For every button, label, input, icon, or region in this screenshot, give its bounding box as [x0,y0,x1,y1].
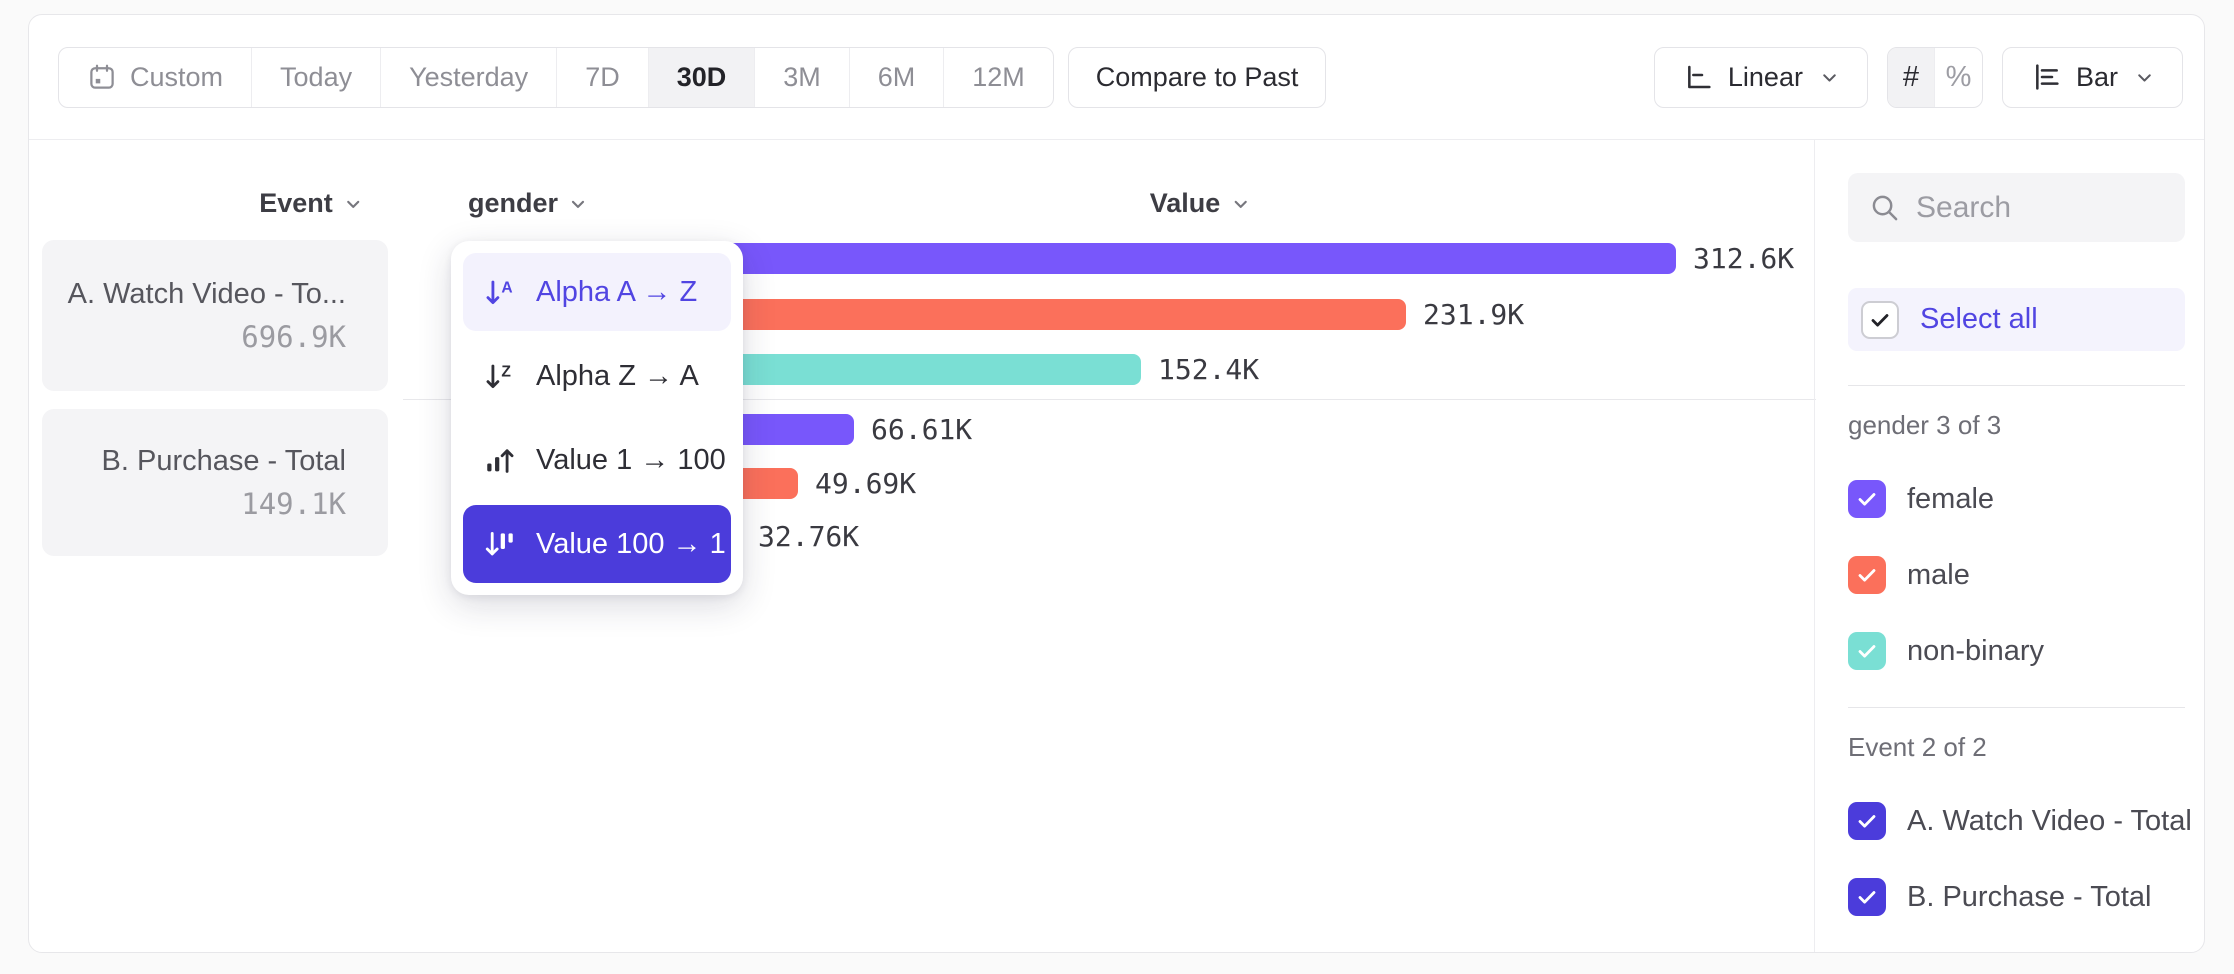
date-range-label: 30D [676,61,727,92]
bar-chart-icon [2030,61,2062,93]
event-row-a[interactable]: A. Watch Video - To... 696.9K [42,240,388,391]
chevron-down-icon [343,194,363,214]
date-range-12m[interactable]: 12M [944,48,1053,107]
date-range-label: Today [280,61,353,92]
filter-groups: gender 3 of 3 female male non-binary Event 2… [1848,385,2192,919]
compare-to-past-button[interactable]: Compare to Past [1067,46,1327,108]
search-input[interactable] [1916,190,2164,225]
filter-item-label: A. Watch Video - Total [1907,804,2192,837]
chevron-down-icon [2134,67,2155,88]
date-range-today[interactable]: Today [252,47,382,107]
bar-value-label: 49.69K [815,467,917,500]
filter-item-label: male [1907,558,1970,591]
bar-a-watch-video-total-male[interactable] [632,299,1406,330]
group-divider [403,399,1816,400]
search-box[interactable] [1848,173,2185,242]
chart-type-dropdown[interactable]: Bar [2001,46,2183,108]
filter-group-title: Event 2 of 2 [1848,732,1987,762]
event-total: 149.1K [241,486,346,521]
filter-group-title: gender 3 of 3 [1848,410,2002,440]
chevron-down-icon [1230,194,1250,214]
date-range-30d[interactable]: 30D [648,47,756,107]
sort-option-value-100-1[interactable]: Value 100 → 1 [463,505,731,583]
svg-text:A: A [501,280,512,297]
filter-item-female[interactable]: female [1848,477,2184,521]
checkbox-checked-icon[interactable] [1848,878,1886,916]
chart-type-label: Bar [2075,61,2118,92]
percent-format-option[interactable]: % [1945,60,1972,93]
date-range-yesterday[interactable]: Yesterday [381,47,558,107]
checkbox-checked-icon[interactable] [1848,802,1886,840]
calendar-icon [87,62,117,92]
bar-value-label: 66.61K [871,413,973,446]
event-row-b[interactable]: B. Purchase - Total 149.1K [42,409,388,556]
sort-option-alpha-a-z[interactable]: A Alpha A → Z [463,253,731,331]
scale-label: Linear [1727,61,1803,92]
sort-option-label: Alpha Z → A [536,359,699,392]
filter-item-non-binary[interactable]: non-binary [1848,629,2184,673]
select-all-checkbox[interactable] [1861,300,1899,339]
date-range-label: 12M [972,61,1025,92]
sort-option-value-1-100[interactable]: Value 1 → 100 [463,421,731,499]
breakdown-column-header[interactable]: gender [468,188,588,219]
filter-item-label: female [1907,482,1995,515]
date-range-7d[interactable]: 7D [557,47,649,107]
date-range-3m[interactable]: 3M [755,47,850,107]
checkbox-checked-icon[interactable] [1848,480,1886,518]
search-icon [1869,192,1900,223]
filter-item-b-purchase-total[interactable]: B. Purchase - Total [1848,875,2184,919]
event-column-header[interactable]: Event [259,188,363,219]
filter-item-a-watch-video-total[interactable]: A. Watch Video - Total [1848,799,2192,843]
sidebar-divider [1848,707,2185,708]
select-all-row[interactable]: Select all [1848,288,2185,351]
sort-option-alpha-z-a[interactable]: Z Alpha Z → A [463,337,731,415]
value-format-toggle: # % [1886,46,1983,108]
chevron-down-icon [1819,67,1840,88]
sort-option-label: Alpha A → Z [536,275,698,308]
sort-option-label: Value 100 → 1 [536,527,726,560]
date-range-label: 6M [877,61,916,92]
scale-dropdown[interactable]: Linear [1653,46,1868,108]
report-card: Custom Today Yesterday 7D 30D 3M 6M 12M Compare… [28,14,2205,953]
bar-value-label: 231.9K [1423,298,1525,331]
checkbox-checked-icon[interactable] [1848,556,1886,594]
value-column-header[interactable]: Value [1150,188,1251,219]
alpha-desc-icon: Z [483,359,517,393]
sort-option-label: Value 1 → 100 [536,443,726,476]
value-desc-icon [483,527,517,561]
date-range-picker: Custom Today Yesterday 7D 30D 3M 6M 12M [58,46,1054,108]
compare-to-past-label: Compare to Past [1095,61,1299,92]
svg-text:Z: Z [501,364,511,381]
chevron-down-icon [568,194,588,214]
date-range-label: 7D [585,61,620,92]
alpha-asc-icon: A [483,275,517,309]
filter-item-label: non-binary [1907,634,2045,667]
bar-value-label: 312.6K [1693,242,1795,275]
event-name: A. Watch Video - To... [67,277,346,310]
event-name: B. Purchase - Total [101,444,346,477]
linear-axis-icon [1682,61,1714,93]
checkbox-checked-icon[interactable] [1848,632,1886,670]
date-range-6m[interactable]: 6M [850,47,945,107]
bar-a-watch-video-total-female[interactable] [632,243,1676,274]
bar-value-label: 32.76K [758,520,860,553]
filter-item-label: B. Purchase - Total [1907,880,2152,913]
filter-item-male[interactable]: male [1848,553,2184,597]
bar-row: 231.9K [632,298,1525,331]
number-format-option[interactable]: # [1887,47,1935,107]
bar-value-label: 152.4K [1158,353,1260,386]
toolbar: Custom Today Yesterday 7D 30D 3M 6M 12M Compare… [29,15,2204,140]
event-total: 696.9K [241,319,346,354]
date-range-label: Custom [130,61,224,92]
bar-row: 312.6K [632,242,1795,275]
date-range-label: Yesterday [409,61,529,92]
date-range-label: 3M [783,61,821,92]
value-asc-icon [483,443,517,477]
sidebar-divider [1848,385,2185,386]
sort-menu: A Alpha A → Z Z Alpha Z → A Value 1 → 100 Val… [451,241,743,595]
date-range-custom[interactable]: Custom [59,47,253,107]
select-all-label: Select all [1920,303,2038,335]
filter-sidebar: Select all gender 3 of 3 female male non-bi… [1814,140,2204,952]
